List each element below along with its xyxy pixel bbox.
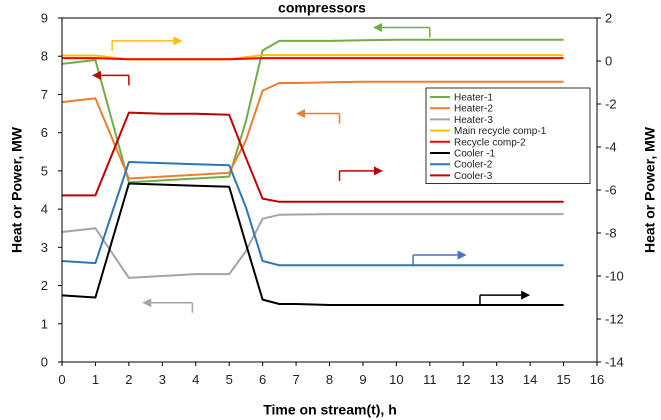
annotation-arrow [479, 290, 531, 306]
arrow-head [372, 23, 382, 33]
y-left-tick-label: 6 [41, 125, 48, 140]
series-line-heater-2 [61, 80, 564, 180]
y-right-tick-label: -6 [605, 183, 617, 198]
arrow-head [521, 290, 531, 300]
legend-label: Heater-3 [454, 115, 493, 126]
series-line-cooler-1 [61, 182, 564, 306]
annotation-arrow [338, 166, 383, 181]
legend-label: Cooler-3 [454, 171, 493, 182]
x-tick-label: 7 [292, 372, 299, 387]
arrow-head [374, 166, 383, 176]
x-tick-label: 12 [456, 372, 470, 387]
arrow-head [173, 36, 183, 46]
arrow-head [142, 298, 152, 308]
plot-frame [61, 17, 598, 363]
legend-box [425, 87, 591, 184]
x-tick-label: 3 [159, 372, 166, 387]
series-line-recycle-comp-2 [62, 57, 564, 61]
series-line-heater-3 [61, 213, 564, 279]
annotation-arrow [142, 298, 194, 313]
y-right-tick-label: -4 [605, 140, 617, 155]
y-left-tick-label: 1 [41, 316, 48, 331]
x-tick-label: 16 [590, 372, 604, 387]
axes: 0 1 2 3 4 5 6 7 8 9 10 11 12 13 14 15 160123456789-14-12… [41, 11, 624, 388]
series-line-heater-1 [61, 38, 564, 184]
x-tick-label: 5 [226, 372, 233, 387]
y-left-tick-label: 2 [41, 278, 48, 293]
x-tick-label: 14 [523, 372, 537, 387]
x-tick-label: 0 [58, 372, 65, 387]
y-right-tick-label: 2 [605, 11, 612, 26]
y-left-tick-label: 9 [41, 11, 48, 26]
legend-label: Main recycle comp-1 [454, 126, 547, 137]
chart-title: compressors [278, 0, 366, 15]
legend-label: Recycle comp-2 [454, 137, 526, 148]
y-right-tick-label: -8 [605, 226, 617, 241]
x-tick-label: 11 [423, 372, 437, 387]
x-tick-label: 2 [125, 372, 132, 387]
legend-label: Cooler -1 [454, 149, 496, 160]
legend-label: Cooler-2 [454, 160, 493, 171]
x-tick-label: 13 [489, 372, 503, 387]
x-tick-label: 9 [359, 372, 366, 387]
arrow-head [296, 109, 306, 119]
series-line-cooler-3 [62, 111, 564, 203]
annotation-arrow [372, 23, 431, 38]
y-right-tick-label: -10 [605, 269, 624, 284]
y-right-tick-label: -2 [605, 97, 617, 112]
y-left-tick-label: 5 [41, 163, 48, 178]
x-tick-label: 1 [92, 372, 99, 387]
annotation-arrow [92, 70, 130, 86]
y-right-tick-label: -14 [605, 355, 624, 370]
y-right-tick-label: 0 [605, 54, 612, 69]
x-tick-label: 8 [326, 372, 333, 387]
series-line-cooler-2 [61, 161, 564, 267]
x-axis-title: Time on stream(t), h [263, 402, 397, 418]
annotation-arrow [412, 250, 467, 265]
y-left-tick-label: 8 [41, 49, 48, 64]
y-axis-left-title: Heat or Power, MW [9, 126, 25, 253]
annotation-arrow [111, 36, 183, 51]
x-tick-label: 10 [389, 372, 403, 387]
y-left-tick-label: 7 [41, 87, 48, 102]
x-tick-label: 4 [192, 372, 199, 387]
arrow-head [92, 70, 102, 80]
y-left-tick-label: 3 [41, 240, 48, 255]
legend-label: Heater-1 [454, 93, 493, 104]
y-axis-right-title: Heat or Power, MW [642, 126, 658, 253]
x-tick-label: 6 [259, 372, 266, 387]
annotation-arrow [296, 109, 341, 124]
arrow-head [457, 250, 467, 260]
plot-area [61, 23, 564, 313]
y-right-tick-label: -12 [605, 312, 624, 327]
legend-label: Heater-2 [454, 104, 493, 115]
x-tick-label: 15 [556, 372, 570, 387]
y-left-tick-label: 4 [41, 202, 48, 217]
y-left-tick-label: 0 [41, 355, 48, 370]
